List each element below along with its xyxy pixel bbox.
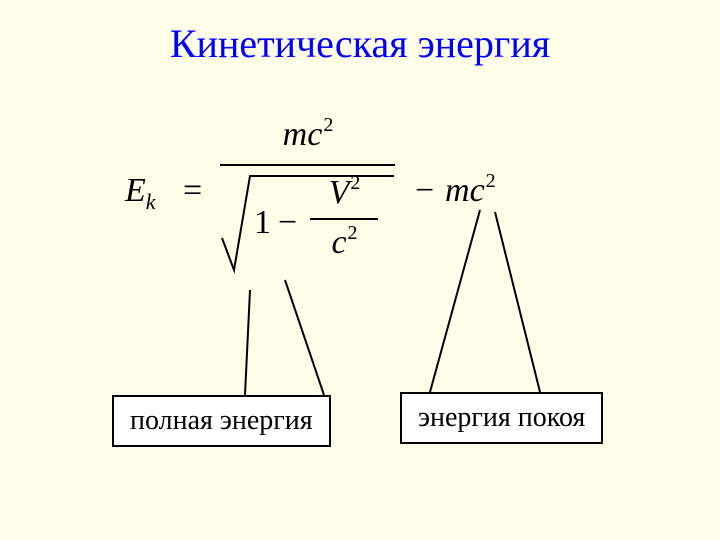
slide-root: Кинетическая энергия Ek = mc2 1 − V2 [0, 0, 720, 540]
eq-m: m [283, 116, 308, 153]
eq-one: 1 [254, 204, 271, 242]
eq-V: V [329, 174, 350, 211]
eq-m2: m [445, 172, 470, 209]
eq-V-sup: 2 [350, 172, 360, 194]
eq-c2-sup: 2 [348, 222, 358, 244]
eq-sup-2a: 2 [323, 114, 333, 136]
eq-radicand: 1 − V2 c2 [252, 172, 392, 272]
equation: Ek = mc2 1 − V2 [125, 110, 545, 300]
callout-rest-energy: энергия покоя [400, 392, 603, 444]
eq-frac1-bar [220, 164, 395, 166]
callout-total-energy: полная энергия [112, 395, 331, 447]
eq-rest-term: mc2 [445, 172, 495, 210]
eq-minus-inner: − [278, 204, 297, 242]
eq-equals: = [183, 172, 202, 210]
eq-E: E [125, 172, 146, 209]
eq-minus-outer: − [415, 172, 434, 210]
eq-c2: c [331, 224, 346, 261]
eq-frac2-den: c2 [304, 224, 384, 262]
eq-frac1-num: mc2 [220, 116, 395, 154]
eq-frac2-bar [310, 218, 378, 220]
slide-title: Кинетическая энергия [0, 20, 720, 67]
eq-c: c [307, 116, 322, 153]
eq-sub-k: k [146, 189, 156, 214]
connector-total-1 [245, 290, 250, 395]
eq-c3: c [470, 172, 485, 209]
eq-sup-2b: 2 [486, 170, 496, 192]
eq-lhs: Ek [125, 172, 156, 215]
eq-frac2-num: V2 [304, 174, 384, 212]
